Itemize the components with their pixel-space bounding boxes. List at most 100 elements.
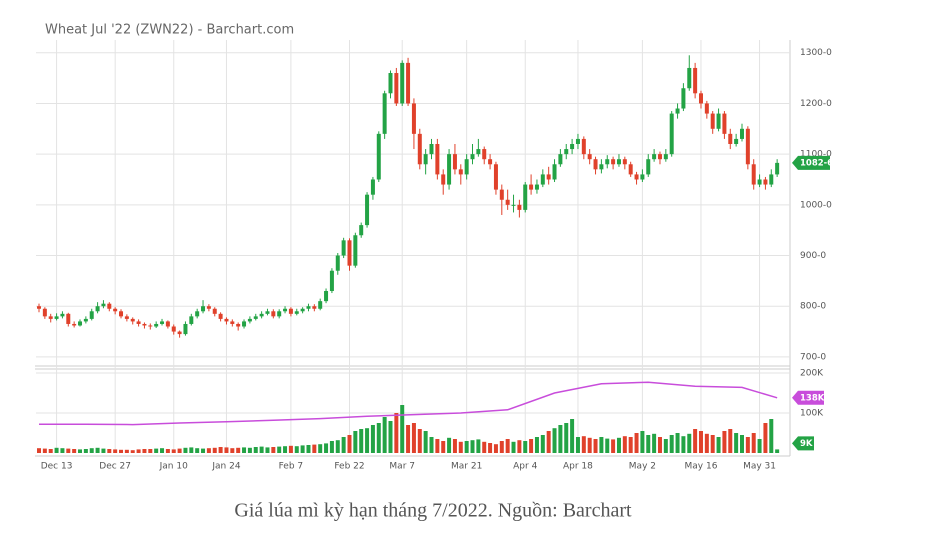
y-tick-label: 900-0 bbox=[800, 251, 826, 261]
volume-bar bbox=[224, 447, 229, 453]
volume-bar bbox=[763, 423, 768, 453]
candle-body bbox=[722, 113, 727, 134]
candle-body bbox=[728, 133, 733, 144]
volume-bar bbox=[652, 433, 657, 453]
volume-bar bbox=[148, 449, 153, 453]
candle-body bbox=[37, 306, 41, 309]
volume-bar bbox=[605, 438, 610, 453]
volume-bar bbox=[136, 449, 141, 453]
volume-bar bbox=[646, 435, 651, 453]
volume-bar bbox=[242, 447, 247, 453]
candle-body bbox=[183, 323, 188, 335]
volume-bar bbox=[769, 419, 774, 453]
x-tick-label: Dec 13 bbox=[41, 462, 73, 472]
candle-body bbox=[628, 164, 633, 175]
candle-body bbox=[482, 149, 487, 160]
candle-body bbox=[411, 103, 416, 134]
volume-bar bbox=[124, 449, 129, 453]
candle-body bbox=[230, 321, 235, 324]
volume-bar bbox=[236, 447, 241, 453]
candle-body bbox=[136, 321, 141, 324]
candle-body bbox=[365, 194, 370, 226]
candle-body bbox=[447, 154, 452, 185]
volume-bar bbox=[511, 441, 516, 453]
y-tick-label: 700-0 bbox=[800, 352, 826, 362]
candle-body bbox=[605, 159, 610, 165]
candle-body bbox=[300, 308, 305, 312]
candle-body bbox=[154, 323, 159, 327]
volume-bar bbox=[171, 449, 176, 453]
volume-bar bbox=[441, 441, 446, 453]
candle-body bbox=[335, 255, 340, 271]
candle-body bbox=[318, 301, 323, 309]
volume-bar bbox=[341, 437, 346, 453]
candle-body bbox=[757, 179, 762, 185]
x-tick-label: Mar 21 bbox=[451, 462, 482, 472]
candle-body bbox=[78, 321, 83, 326]
candle-body bbox=[60, 313, 65, 317]
candle-body bbox=[242, 321, 247, 327]
x-tick-label: Apr 4 bbox=[513, 462, 537, 472]
volume-bar bbox=[300, 445, 305, 453]
volume-bar bbox=[347, 435, 352, 453]
volume-bar bbox=[722, 431, 727, 453]
candle-body bbox=[698, 93, 703, 104]
volume-bar bbox=[218, 447, 223, 453]
candle-body bbox=[734, 138, 739, 144]
candle-body bbox=[611, 159, 616, 165]
candle-body bbox=[400, 62, 405, 104]
volume-bar bbox=[464, 441, 469, 453]
candle-body bbox=[488, 159, 493, 165]
candle-body bbox=[669, 113, 674, 155]
candle-body bbox=[587, 154, 592, 160]
volume-bar bbox=[447, 437, 452, 453]
candle-body bbox=[704, 103, 709, 114]
candle-body bbox=[593, 159, 598, 170]
volume-bar bbox=[359, 429, 364, 453]
candle-body bbox=[66, 313, 71, 324]
volume-bar bbox=[716, 437, 721, 453]
candle-body bbox=[195, 311, 200, 317]
candle-body bbox=[464, 159, 469, 175]
candle-body bbox=[493, 164, 498, 190]
candle-body bbox=[769, 174, 774, 185]
volume-bar bbox=[693, 429, 698, 453]
volume-bar bbox=[476, 439, 481, 453]
candle-body bbox=[89, 311, 94, 319]
volume-bar bbox=[206, 448, 211, 453]
candle-body bbox=[499, 189, 504, 200]
candle-body bbox=[42, 308, 47, 317]
volume-bar bbox=[611, 439, 616, 453]
y-tick-label: 1000-0 bbox=[800, 200, 832, 210]
candle-body bbox=[95, 306, 100, 312]
candle-body bbox=[294, 311, 299, 314]
volume-bar bbox=[499, 441, 504, 453]
volume-bar bbox=[165, 449, 170, 453]
candle-body bbox=[429, 143, 434, 155]
candle-body bbox=[581, 138, 586, 155]
volume-bar bbox=[558, 425, 563, 453]
candle-body bbox=[575, 138, 580, 144]
candle-body bbox=[646, 159, 651, 175]
volume-bar bbox=[294, 446, 299, 453]
volume-bar bbox=[470, 440, 475, 453]
candle-body bbox=[160, 321, 165, 324]
volume-bar bbox=[663, 439, 668, 453]
candle-body bbox=[189, 316, 194, 324]
candle-body bbox=[476, 149, 481, 155]
y-tick-label: 100K bbox=[800, 409, 824, 419]
candle-body bbox=[652, 154, 657, 160]
candle-body bbox=[716, 113, 721, 129]
volume-bar bbox=[400, 405, 405, 453]
volume-bar bbox=[48, 449, 53, 453]
volume-bar bbox=[253, 447, 258, 453]
volume-bar bbox=[657, 437, 662, 453]
candle-body bbox=[505, 199, 510, 205]
volume-bar bbox=[335, 440, 340, 453]
volume-bar bbox=[160, 448, 165, 453]
candle-body bbox=[376, 133, 381, 180]
volume-bar bbox=[435, 439, 440, 453]
candle-body bbox=[359, 225, 364, 236]
volume-bar bbox=[628, 437, 633, 453]
volume-bar bbox=[406, 425, 411, 453]
